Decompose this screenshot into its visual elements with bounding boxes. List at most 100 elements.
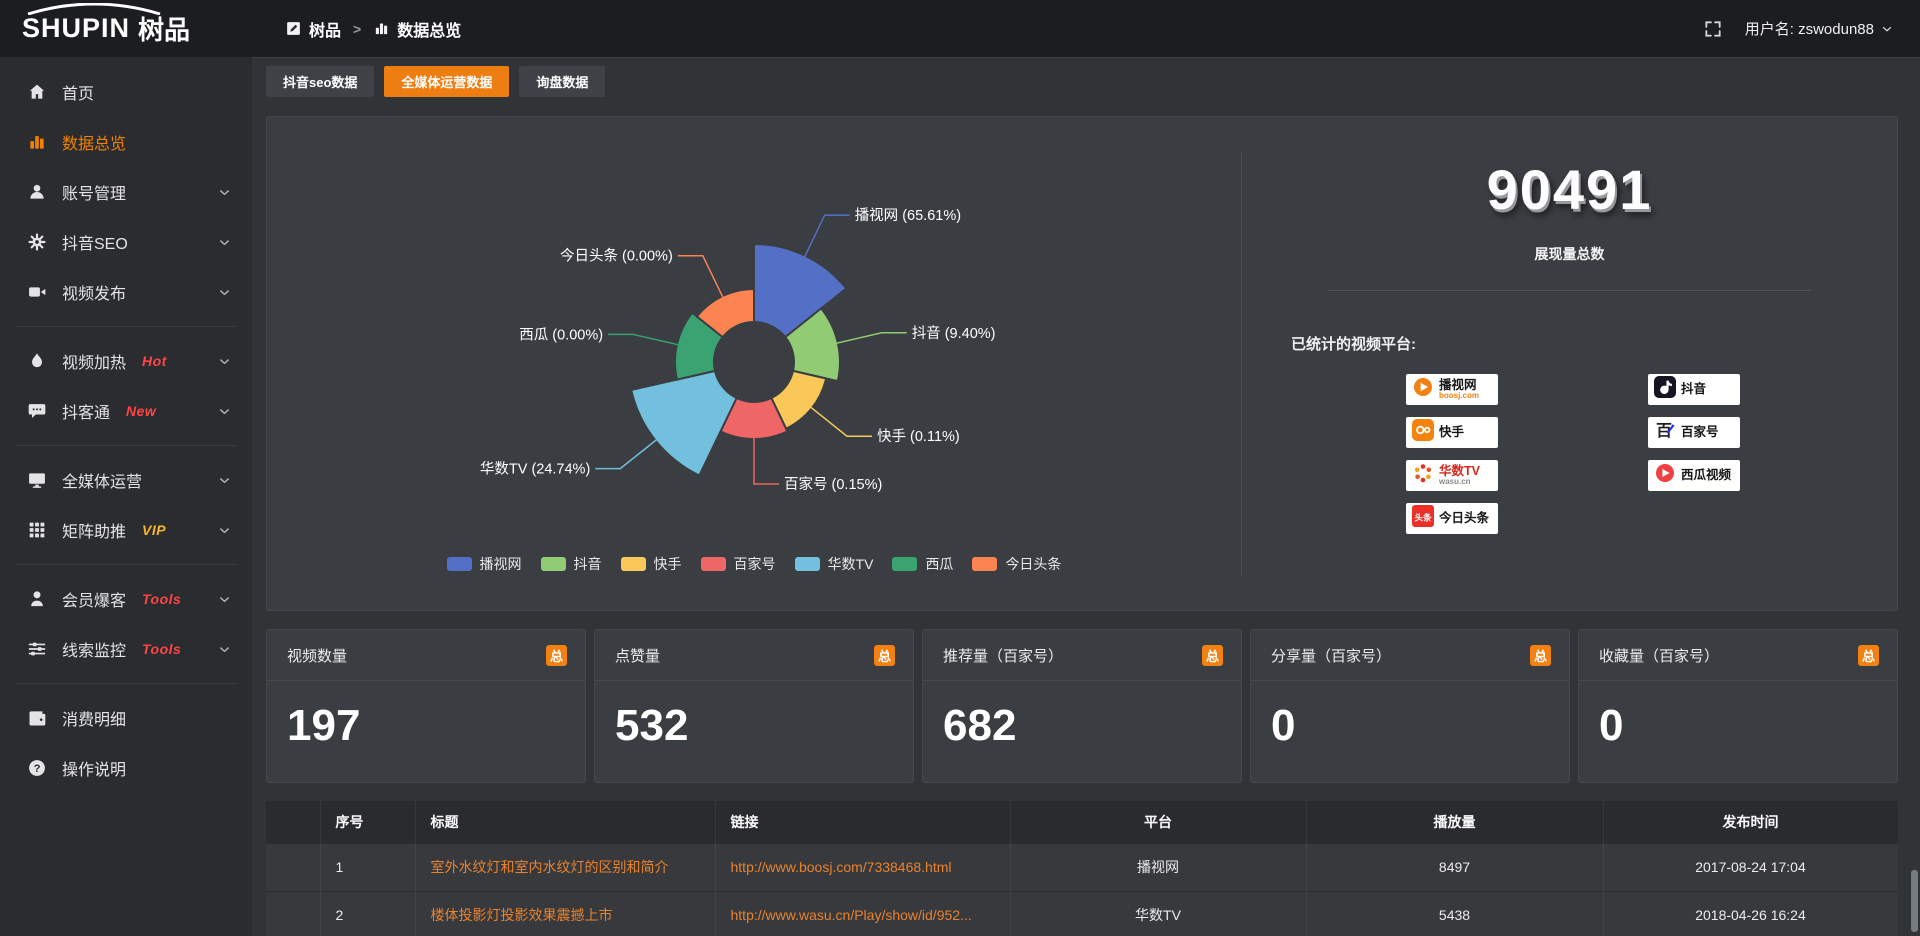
stat-card-like-count: 点赞量 总 532 xyxy=(594,629,914,783)
breadcrumb-item-data-overview[interactable]: 数据总览 xyxy=(373,17,461,41)
tab-bar: 抖音seo数据 全媒体运营数据 询盘数据 xyxy=(266,66,606,97)
tab-douyin-seo-data[interactable]: 抖音seo数据 xyxy=(266,66,375,97)
sidebar-item-member-baoke[interactable]: 会员爆客 Tools xyxy=(0,574,252,624)
pie-slice-3[interactable] xyxy=(719,396,789,441)
tab-inquiry-data[interactable]: 询盘数据 xyxy=(519,66,606,97)
sidebar-item-matrix-boost[interactable]: 矩阵助推 VIP xyxy=(0,505,252,555)
platform-name: 华数TV xyxy=(1439,463,1480,478)
pie-slice-5[interactable] xyxy=(674,311,725,381)
tab-media-ops-data[interactable]: 全媒体运营数据 xyxy=(384,66,510,97)
grid-icon xyxy=(27,520,47,540)
sidebar-item-video-heat[interactable]: 视频加热 Hot xyxy=(0,336,252,386)
page-scrollbar-thumb[interactable] xyxy=(1911,870,1918,932)
legend-label: 快手 xyxy=(653,556,682,572)
total-badge: 总 xyxy=(546,645,567,666)
row-plays: 5438 xyxy=(1306,890,1604,936)
pie-label-4: 华数TV (24.74%) xyxy=(480,461,590,478)
heat-icon xyxy=(27,351,47,371)
sidebar-divider xyxy=(16,564,236,565)
video-url-link[interactable]: http://www.boosj.com/7338468.html xyxy=(730,859,952,875)
video-url-link[interactable]: http://www.wasu.cn/Play/show/id/952... xyxy=(730,907,972,924)
legend-item-0[interactable]: 播视网 xyxy=(446,554,522,574)
pie-slice-2[interactable] xyxy=(770,369,828,431)
rose-pie-chart: 播视网 (65.61%) 抖音 (9.40%) 快手 (0.11%) 百家号 (0.1… xyxy=(480,207,996,493)
sidebar-item-label: 线索监控 xyxy=(62,643,127,660)
sliders-icon xyxy=(27,639,47,659)
video-table: 序号 标题 链接 平台 播放量 发布时间 1 室外水纹灯和室内水纹灯的区别和简介 http:/… xyxy=(266,801,1898,936)
main-content: 抖音seo数据 全媒体运营数据 询盘数据 播视网 (65.61%) 抖音 (9.40%… xyxy=(252,58,1920,936)
sidebar-item-label: 抖客通 xyxy=(62,405,111,422)
total-badge: 总 xyxy=(1530,645,1551,666)
breadcrumb-item-shupin[interactable]: 树品 xyxy=(285,17,341,41)
stat-card-divider xyxy=(1251,680,1569,681)
legend-item-4[interactable]: 华数TV xyxy=(794,554,874,574)
svg-text:?: ? xyxy=(34,763,41,775)
chart-panel: 播视网 (65.61%) 抖音 (9.40%) 快手 (0.11%) 百家号 (0.1… xyxy=(266,116,1898,611)
sidebar-item-account-manage[interactable]: 账号管理 xyxy=(0,167,252,217)
legend-item-2[interactable]: 快手 xyxy=(620,554,682,574)
app-logo: SHUPIN 树品 xyxy=(0,0,252,57)
pie-section: 播视网 (65.61%) 抖音 (9.40%) 快手 (0.11%) 百家号 (0.1… xyxy=(267,117,1241,610)
legend-item-5[interactable]: 西瓜 xyxy=(892,554,953,574)
sidebar-item-label: 数据总览 xyxy=(62,136,127,153)
legend-label: 华数TV xyxy=(827,556,874,572)
column-header-1: 标题 xyxy=(415,801,716,843)
legend-item-6[interactable]: 今日头条 xyxy=(972,554,1061,574)
breadcrumb-separator: > xyxy=(353,20,362,37)
stat-card-value: 682 xyxy=(943,701,1017,750)
chevron-down-icon xyxy=(217,404,232,419)
xigua-logo-icon xyxy=(1654,462,1676,489)
sidebar-item-label: 消费明细 xyxy=(62,712,127,729)
pie-slice-0[interactable] xyxy=(753,242,848,339)
video-title-link[interactable]: 楼体投影灯投影效果震撼上市 xyxy=(430,907,613,924)
sidebar-item-label: 抖音SEO xyxy=(62,236,128,253)
stat-card-label: 视频数量 xyxy=(287,648,348,665)
total-impressions-value: 90491 xyxy=(1486,158,1653,221)
svg-text:百: 百 xyxy=(1656,422,1672,440)
column-header-5: 发布时间 xyxy=(1603,801,1898,843)
sidebar-item-media-ops[interactable]: 全媒体运营 xyxy=(0,455,252,505)
pie-slice-6[interactable] xyxy=(695,287,755,339)
platform-chip-baijiahao: 百百家号 xyxy=(1648,417,1740,448)
platform-sub: boosj.com xyxy=(1439,390,1480,400)
douyin-logo-icon xyxy=(1654,376,1676,403)
legend-item-3[interactable]: 百家号 xyxy=(700,554,776,574)
pie-label-line-2 xyxy=(808,405,872,437)
sidebar-item-doketong[interactable]: 抖客通 New xyxy=(0,386,252,436)
sidebar-item-douyin-seo[interactable]: 抖音SEO xyxy=(0,217,252,267)
sidebar-item-label: 操作说明 xyxy=(62,762,127,779)
header-select-all xyxy=(266,801,321,843)
sidebar-item-video-publish[interactable]: 视频发布 xyxy=(0,267,252,317)
user-menu[interactable]: 用户名: zswodun88 xyxy=(1745,18,1894,39)
platform-name: 百家号 xyxy=(1681,424,1719,439)
stat-card-divider xyxy=(267,680,585,681)
stat-cards-row: 视频数量总 197 点赞量总 532 推荐量（百家号）总 682 分享量（百家号）总 0 收藏量… xyxy=(266,629,1898,783)
platforms-grid: 播视网 boosj.com 抖音 快手 百百家号 华数TV wasu.cn 西瓜视频 头条 今日头… xyxy=(1406,374,1740,534)
pie-slice-1[interactable] xyxy=(783,306,841,383)
baijiahao-logo-icon: 百 xyxy=(1654,419,1676,446)
platform-chip-toutiao: 头条 今日头条 xyxy=(1406,503,1498,534)
legend-swatch xyxy=(700,557,726,571)
video-title-link[interactable]: 室外水纹灯和室内水纹灯的区别和简介 xyxy=(430,859,669,875)
fullscreen-icon[interactable] xyxy=(1703,19,1723,39)
legend-swatch xyxy=(972,557,998,571)
legend-swatch xyxy=(794,557,820,571)
platform-chip-xigua: 西瓜视频 xyxy=(1648,460,1740,491)
sidebar-item-lead-monitor[interactable]: 线索监控 Tools xyxy=(0,624,252,674)
platforms-label: 已统计的视频平台: xyxy=(1291,336,1416,353)
sidebar-item-help-guide[interactable]: ? 操作说明 xyxy=(0,743,252,793)
row-publish-time: 2018-04-26 16:24 xyxy=(1603,890,1898,936)
edit-square-icon xyxy=(285,20,302,37)
sidebar-item-label: 全媒体运营 xyxy=(62,474,143,491)
pie-slice-4[interactable] xyxy=(630,369,738,477)
legend-item-1[interactable]: 抖音 xyxy=(540,554,602,574)
legend-swatch xyxy=(892,557,918,571)
sidebar-item-label: 账号管理 xyxy=(62,186,127,203)
stat-card-label: 分享量（百家号） xyxy=(1271,648,1392,665)
sidebar: 首页数据总览账号管理抖音SEO 视频发布视频加热 Hot 抖客通 New 全媒体运营矩阵助… xyxy=(0,57,252,936)
sidebar-item-data-overview[interactable]: 数据总览 xyxy=(0,117,252,167)
sidebar-item-home[interactable]: 首页 xyxy=(0,67,252,117)
chevron-down-icon xyxy=(217,285,232,300)
sidebar-item-expense-detail[interactable]: 消费明细 xyxy=(0,693,252,743)
stat-card-video-count: 视频数量 总 197 xyxy=(266,629,586,783)
